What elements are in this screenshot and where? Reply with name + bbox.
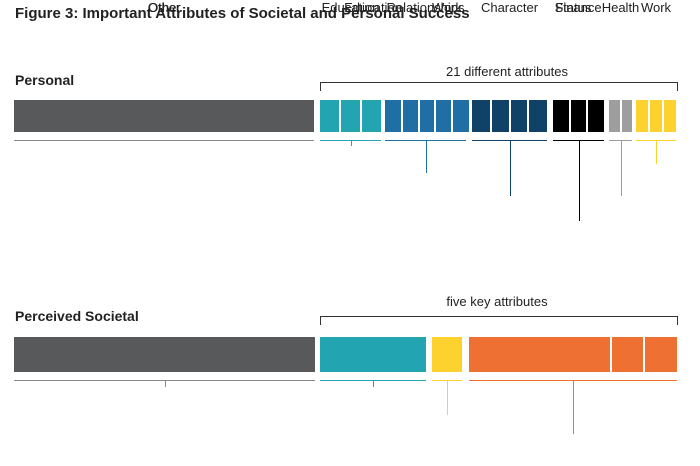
segment-divider xyxy=(648,100,651,132)
societal-underline-other xyxy=(14,380,315,381)
personal-underline-health xyxy=(609,140,632,141)
personal-underline-other xyxy=(14,140,314,141)
societal-bracket-label: five key attributes xyxy=(446,294,548,309)
segment-divider xyxy=(400,100,403,132)
personal-leader-education xyxy=(351,140,352,146)
societal-leader-status xyxy=(573,380,574,434)
personal-segment-character xyxy=(472,100,547,132)
personal-bracket xyxy=(320,82,678,91)
figure-title: Figure 3: Important Attributes of Societ… xyxy=(15,5,470,22)
segment-divider xyxy=(508,100,511,132)
personal-label-character: Character xyxy=(480,0,539,15)
personal-leader-character xyxy=(510,140,511,196)
societal-label-other: Other xyxy=(148,0,181,15)
societal-leader-other xyxy=(165,380,166,387)
segment-divider xyxy=(661,100,664,132)
personal-label-education: Education xyxy=(321,0,380,15)
personal-segment-work xyxy=(636,100,676,132)
personal-label-other: Other xyxy=(147,0,181,15)
personal-underline-finance xyxy=(553,140,604,141)
societal-leader-education xyxy=(373,380,374,387)
societal-segment-education xyxy=(320,337,426,372)
personal-segment-health xyxy=(609,100,632,132)
segment-divider xyxy=(569,100,571,132)
personal-underline-relationships xyxy=(385,140,466,141)
segment-divider xyxy=(527,100,530,132)
segment-divider xyxy=(451,100,454,132)
personal-segment-finance xyxy=(553,100,604,132)
segment-divider xyxy=(434,100,437,132)
personal-leader-health xyxy=(621,140,622,196)
segment-divider xyxy=(489,100,492,132)
personal-leader-work xyxy=(656,140,657,164)
personal-bracket-label: 21 different attributes xyxy=(446,64,568,79)
segment-divider xyxy=(642,337,645,372)
segment-divider xyxy=(586,100,588,132)
segment-divider xyxy=(619,100,622,132)
personal-label-finance: Finance xyxy=(555,0,602,15)
segment-divider xyxy=(339,100,342,132)
personal-section-label: Personal xyxy=(15,72,75,88)
personal-leader-relationships xyxy=(426,140,427,173)
segment-divider xyxy=(610,337,613,372)
societal-segment-status xyxy=(469,337,677,372)
societal-label-work: Work xyxy=(431,0,463,15)
societal-section-label: Perceived Societal xyxy=(15,308,139,324)
personal-segment-education xyxy=(320,100,381,132)
personal-label-health: Health xyxy=(601,0,640,15)
personal-leader-finance xyxy=(579,140,580,221)
personal-underline-education xyxy=(320,140,381,141)
segment-divider xyxy=(417,100,420,132)
societal-segment-work xyxy=(432,337,462,372)
societal-segment-other xyxy=(14,337,315,372)
segment-divider xyxy=(359,100,362,132)
societal-label-education: Education xyxy=(344,0,402,15)
personal-label-work: Work xyxy=(640,0,672,15)
personal-segment-relationships xyxy=(385,100,469,132)
personal-label-relationships: Relationships xyxy=(386,0,465,15)
personal-underline-character xyxy=(472,140,547,141)
societal-label-status: Status xyxy=(554,0,592,15)
personal-segment-other xyxy=(14,100,314,132)
societal-leader-work xyxy=(447,380,448,415)
societal-bracket xyxy=(320,316,678,325)
